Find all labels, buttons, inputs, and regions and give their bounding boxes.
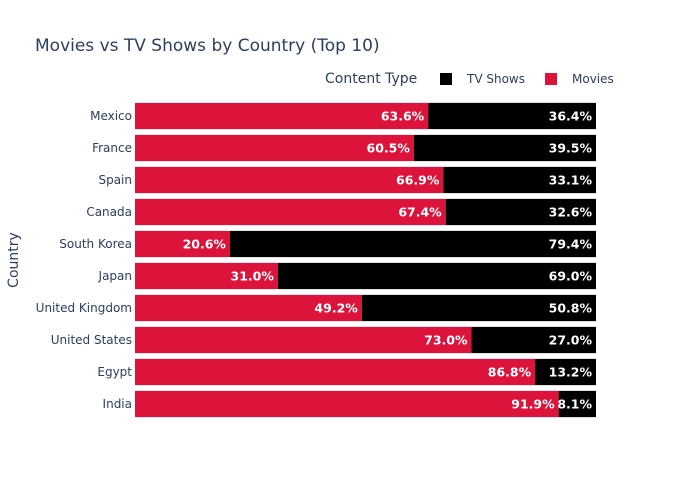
bar-movies-spain[interactable] [135,166,444,194]
data-label-tv-shows-canada: 32.6% [549,205,593,220]
data-label-tv-shows-france: 39.5% [549,141,593,156]
y-tick-india: India [103,397,132,411]
data-label-movies-canada: 67.4% [398,205,442,220]
bars-layer [135,102,596,418]
data-label-tv-shows-india: 8.1% [557,397,592,412]
y-tick-spain: Spain [98,173,132,187]
data-label-tv-shows-united-states: 27.0% [549,333,593,348]
bar-tv-shows-egypt[interactable] [535,358,596,386]
bar-tv-shows-spain[interactable] [443,166,596,194]
data-label-movies-spain: 66.9% [396,173,440,188]
legend-label-tv-shows[interactable]: TV Shows [466,72,525,86]
bar-tv-shows-mexico[interactable] [428,102,596,130]
data-label-movies-egypt: 86.8% [488,365,532,380]
data-label-movies-united-kingdom: 49.2% [314,301,358,316]
bar-tv-shows-united-kingdom[interactable] [361,294,596,322]
y-tick-egypt: Egypt [97,365,132,379]
bar-movies-south-korea[interactable] [135,230,230,258]
bar-movies-united-states[interactable] [135,326,472,354]
y-tick-france: France [92,141,132,155]
data-label-tv-shows-mexico: 36.4% [549,109,593,124]
bar-movies-united-kingdom[interactable] [135,294,362,322]
bar-movies-france[interactable] [135,134,414,162]
legend: Content Type TV Shows Movies [325,71,614,87]
bar-movies-mexico[interactable] [135,102,429,130]
y-tick-united-states: United States [51,333,132,347]
bar-movies-japan[interactable] [135,262,278,290]
data-label-movies-south-korea: 20.6% [183,237,227,252]
y-tick-japan: Japan [98,269,132,283]
bar-tv-shows-canada[interactable] [445,198,596,226]
data-label-movies-france: 60.5% [367,141,411,156]
bar-movies-egypt[interactable] [135,358,536,386]
y-tick-south-korea: South Korea [59,237,132,251]
legend-label-movies[interactable]: Movies [572,72,614,86]
legend-swatch-movies[interactable] [545,73,557,85]
y-tick-canada: Canada [86,205,132,219]
data-label-tv-shows-egypt: 13.2% [549,365,593,380]
data-label-tv-shows-spain: 33.1% [549,173,593,188]
bar-tv-shows-france[interactable] [413,134,596,162]
bar-tv-shows-south-korea[interactable] [229,230,596,258]
y-axis-tick-labels: Mexico France Spain Canada South Korea Japan U… [36,109,133,411]
bar-movies-india[interactable] [135,390,559,418]
data-label-movies-india: 91.9% [511,397,555,412]
legend-swatch-tv-shows[interactable] [440,73,452,85]
legend-title: Content Type [325,71,417,87]
bar-tv-shows-india[interactable] [558,390,596,418]
data-label-movies-mexico: 63.6% [381,109,425,124]
data-label-tv-shows-japan: 69.0% [549,269,593,284]
bar-movies-canada[interactable] [135,198,446,226]
bar-tv-shows-japan[interactable] [277,262,596,290]
y-tick-mexico: Mexico [90,109,132,123]
data-labels-layer: 63.6% 36.4% 60.5% 39.5% 66.9% 33.1% 67.4% 32.6%… [183,109,593,412]
data-label-movies-japan: 31.0% [231,269,275,284]
data-label-tv-shows-united-kingdom: 50.8% [549,301,593,316]
bar-tv-shows-united-states[interactable] [471,326,596,354]
data-label-tv-shows-south-korea: 79.4% [549,237,593,252]
data-label-movies-united-states: 73.0% [424,333,468,348]
y-tick-united-kingdom: United Kingdom [36,301,132,315]
chart-title: Movies vs TV Shows by Country (Top 10) [35,36,380,56]
y-axis-title: Country [6,232,22,288]
